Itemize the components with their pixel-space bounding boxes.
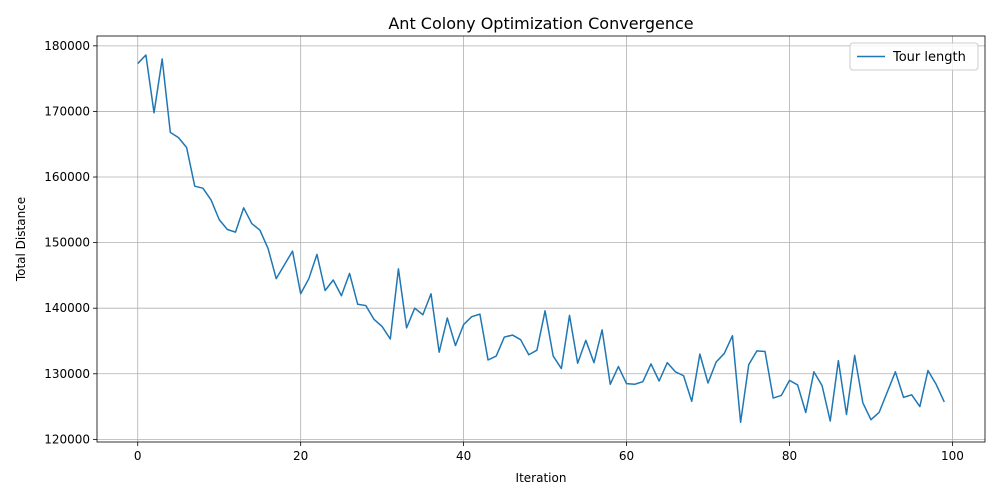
x-tick-label: 0 — [134, 449, 142, 463]
y-tick-label: 140000 — [44, 301, 90, 315]
y-tick-label: 160000 — [44, 170, 90, 184]
x-tick-label: 100 — [941, 449, 964, 463]
grid — [97, 36, 985, 442]
legend: Tour length — [849, 42, 979, 71]
series-layer — [137, 54, 945, 424]
x-tick-label: 80 — [782, 449, 797, 463]
series-line-tour-length — [137, 54, 945, 424]
y-tick-label: 180000 — [44, 39, 90, 53]
y-tick-label: 150000 — [44, 236, 90, 250]
y-tick-label: 170000 — [44, 104, 90, 118]
legend-entry-tour-length: Tour length — [892, 50, 966, 65]
x-tick-label: 60 — [619, 449, 634, 463]
legend-box — [849, 42, 979, 71]
chart-title: Ant Colony Optimization Convergence — [388, 14, 693, 33]
x-axis-label: Iteration — [516, 471, 567, 485]
x-ticks: 0 20 40 60 80 100 — [134, 442, 964, 463]
y-tick-label: 120000 — [44, 432, 90, 446]
y-ticks: 120000 130000 140000 150000 160000 170000 1800… — [44, 39, 97, 446]
plot-frame — [96, 35, 986, 443]
x-tick-label: 20 — [293, 449, 308, 463]
y-tick-label: 130000 — [44, 367, 90, 381]
x-tick-label: 40 — [456, 449, 471, 463]
y-axis-label: Total Distance — [14, 197, 28, 282]
